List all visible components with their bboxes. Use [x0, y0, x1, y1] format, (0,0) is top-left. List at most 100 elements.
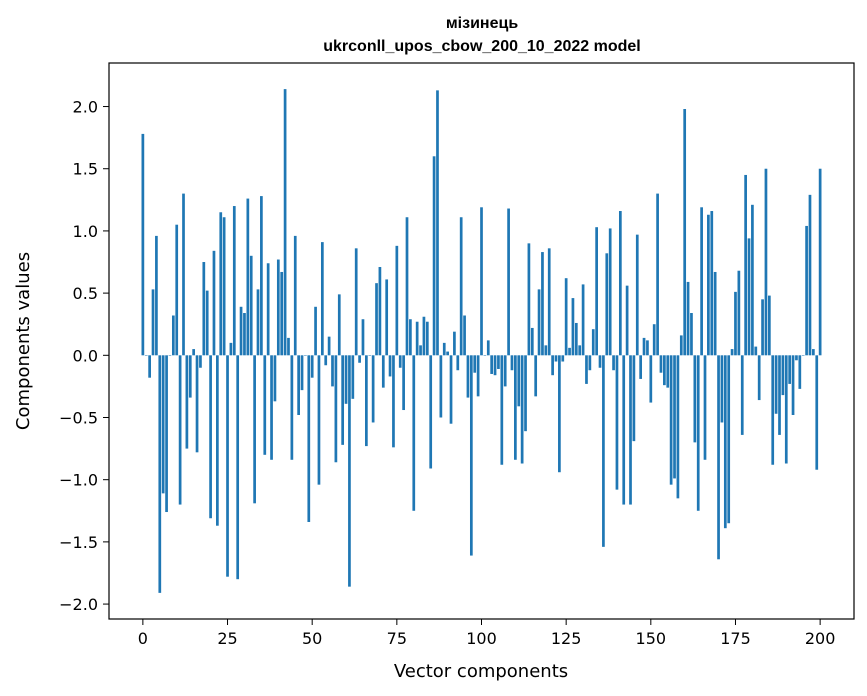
bar-97 — [469, 355, 473, 556]
bar-152 — [656, 193, 659, 356]
bar-165 — [700, 207, 703, 356]
bar-106 — [500, 355, 504, 465]
bar-118 — [541, 252, 544, 356]
bar-193 — [795, 355, 798, 361]
bar-185 — [767, 295, 771, 356]
bar-176 — [737, 270, 741, 356]
bar-180 — [751, 204, 754, 356]
bar-16 — [195, 355, 199, 453]
bar-192 — [791, 355, 795, 415]
y-axis-label: Components values — [13, 252, 34, 430]
bar-92 — [453, 331, 456, 356]
bar-37 — [266, 263, 270, 356]
bar-130 — [581, 284, 585, 356]
bar-183 — [761, 299, 764, 356]
bar-142 — [622, 355, 626, 505]
bar-101 — [483, 355, 487, 356]
bar-175 — [734, 291, 737, 356]
bar-69 — [375, 283, 378, 356]
bar-88 — [439, 355, 443, 418]
x-tick-label-6: 150 — [636, 629, 667, 648]
bar-184 — [764, 168, 768, 356]
bar-111 — [517, 355, 521, 407]
bar-125 — [564, 278, 568, 356]
bar-177 — [740, 355, 744, 435]
bar-100 — [480, 207, 483, 356]
bar-159 — [679, 335, 683, 356]
bar-140 — [615, 355, 619, 490]
bar-144 — [629, 355, 632, 505]
bar-122 — [554, 355, 558, 362]
bar-199 — [815, 355, 819, 470]
bar-181 — [754, 346, 758, 356]
bar-17 — [199, 355, 202, 368]
bar-81 — [415, 321, 419, 356]
bar-33 — [253, 355, 256, 504]
bar-11 — [178, 355, 182, 505]
bar-113 — [524, 355, 527, 432]
bar-1 — [144, 355, 148, 356]
bar-196 — [805, 225, 808, 356]
bar-22 — [216, 355, 219, 526]
bar-89 — [442, 342, 446, 356]
bar-98 — [473, 355, 477, 373]
bar-172 — [723, 355, 727, 529]
bar-80 — [412, 355, 416, 511]
bar-55 — [327, 336, 331, 356]
bar-150 — [649, 355, 653, 403]
bar-108 — [507, 208, 510, 356]
bar-138 — [608, 228, 612, 356]
bar-54 — [324, 355, 328, 366]
bar-109 — [510, 355, 514, 371]
bar-78 — [405, 217, 409, 356]
bar-126 — [568, 347, 571, 356]
bar-7 — [165, 355, 168, 513]
bar-79 — [409, 319, 412, 356]
bar-0 — [141, 133, 145, 356]
bar-110 — [514, 355, 517, 460]
bar-72 — [385, 279, 389, 356]
bar-58 — [337, 294, 341, 356]
y-tick-label-2: −1.0 — [59, 471, 98, 490]
y-tick-label-0: −2.0 — [59, 595, 98, 614]
x-tick-label-3: 75 — [387, 629, 407, 648]
bar-119 — [544, 345, 548, 356]
bar-112 — [520, 355, 524, 464]
bar-15 — [192, 349, 196, 356]
bar-134 — [595, 227, 598, 356]
bar-12 — [182, 193, 185, 356]
bar-90 — [446, 351, 449, 356]
x-tick-label-8: 200 — [805, 629, 836, 648]
bar-31 — [246, 198, 250, 356]
bar-61 — [348, 355, 351, 587]
bar-4 — [155, 235, 158, 356]
bar-70 — [378, 266, 382, 356]
bar-154 — [663, 355, 666, 386]
bar-163 — [693, 355, 697, 443]
bar-107 — [503, 355, 507, 387]
bar-53 — [320, 242, 324, 356]
bar-135 — [598, 355, 602, 368]
bar-26 — [229, 342, 233, 356]
bar-60 — [344, 355, 348, 404]
bar-74 — [392, 355, 395, 448]
bar-157 — [673, 355, 676, 479]
x-tick-label-7: 175 — [720, 629, 751, 648]
bar-48 — [304, 355, 307, 356]
bar-35 — [260, 196, 263, 356]
x-tick-label-0: 0 — [138, 629, 148, 648]
bar-25 — [226, 355, 229, 577]
y-tick-label-5: 0.5 — [73, 284, 98, 303]
bar-28 — [236, 355, 240, 580]
bar-160 — [683, 109, 687, 356]
bar-145 — [632, 355, 636, 442]
bar-93 — [456, 355, 460, 371]
bar-102 — [486, 340, 490, 356]
bar-162 — [690, 313, 693, 356]
bar-65 — [361, 319, 365, 356]
chart-subtitle: ukrconll_upos_cbow_200_10_2022 model — [323, 38, 640, 55]
bar-39 — [273, 355, 277, 402]
x-axis: 0 25 50 75 100 125 150 175 200 — [138, 619, 836, 648]
bar-3 — [151, 289, 155, 356]
bar-168 — [710, 211, 714, 356]
